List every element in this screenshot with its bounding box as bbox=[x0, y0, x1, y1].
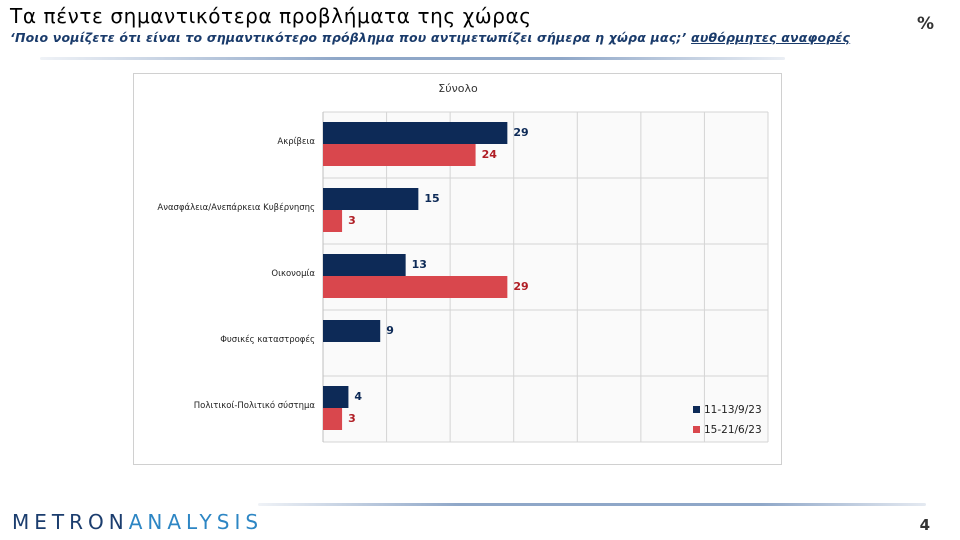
title-divider bbox=[40, 57, 785, 60]
data-label: 29 bbox=[513, 126, 528, 139]
data-label: 13 bbox=[412, 258, 427, 271]
legend-swatch bbox=[693, 406, 700, 413]
data-label: 15 bbox=[424, 192, 439, 205]
legend-label: 15-21/6/23 bbox=[704, 424, 762, 436]
page-subtitle: ‘Ποιο νομίζετε ότι είναι το σημαντικότερ… bbox=[10, 30, 850, 45]
bar bbox=[323, 188, 419, 210]
data-label: 3 bbox=[348, 412, 356, 425]
bar bbox=[323, 320, 381, 342]
data-label: 24 bbox=[482, 148, 498, 161]
data-label: 4 bbox=[354, 390, 362, 403]
bar bbox=[323, 276, 508, 298]
logo-text-metron: METRON bbox=[12, 510, 129, 534]
survey-question: ‘Ποιο νομίζετε ότι είναι το σημαντικότερ… bbox=[10, 30, 687, 45]
chart-container: Σύνολο Ακρίβεια 29 24 Ανασφάλεια/Ανεπάρκεια … bbox=[133, 73, 782, 465]
data-label: 3 bbox=[348, 214, 356, 227]
category-label: Οικονομία bbox=[271, 269, 315, 279]
chart-title: Σύνολο bbox=[438, 82, 478, 95]
legend-label: 11-13/9/23 bbox=[704, 404, 762, 416]
data-label: 29 bbox=[513, 280, 528, 293]
footer-divider bbox=[258, 503, 926, 506]
legend-swatch bbox=[693, 426, 700, 433]
bar bbox=[323, 210, 343, 232]
category-label: Πολιτικοί-Πολιτικό σύστημα bbox=[194, 400, 316, 411]
page-number: 4 bbox=[919, 516, 930, 534]
unit-label: % bbox=[916, 14, 934, 34]
bar bbox=[323, 408, 343, 430]
bar bbox=[323, 254, 406, 276]
category-label: Ανασφάλεια/Ανεπάρκεια Κυβέρνησης bbox=[157, 202, 315, 213]
subtitle-note: αυθόρμητες αναφορές bbox=[691, 30, 851, 45]
category-label: Ακρίβεια bbox=[277, 137, 315, 147]
bar-chart: Σύνολο Ακρίβεια 29 24 Ανασφάλεια/Ανεπάρκεια … bbox=[157, 82, 769, 443]
category-label: Φυσικές καταστροφές bbox=[220, 334, 315, 345]
logo-text-analysis: ANALYSIS bbox=[128, 510, 264, 534]
bar bbox=[323, 122, 508, 144]
page-title: Τα πέντε σημαντικότερα προβλήματα της χώ… bbox=[10, 4, 532, 28]
data-label: 9 bbox=[386, 324, 394, 337]
metron-analysis-logo: METRONANALYSIS bbox=[12, 510, 263, 534]
bar bbox=[323, 144, 476, 166]
bar bbox=[323, 386, 349, 408]
